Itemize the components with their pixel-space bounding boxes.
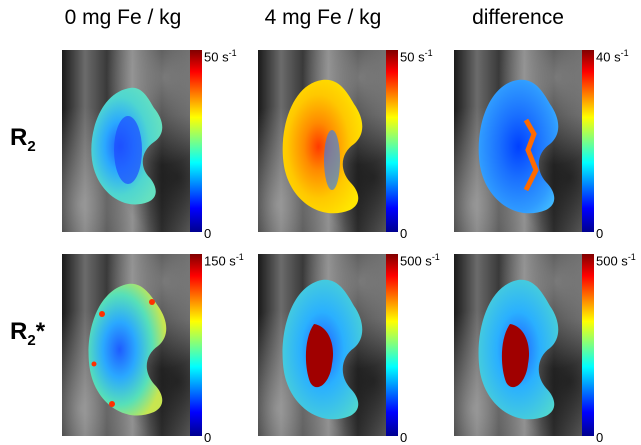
colorbar-r2-0mg — [190, 50, 202, 232]
kidney-map — [478, 279, 559, 420]
colorbar-r2-4mg — [386, 50, 398, 232]
colorbar-r2-difference — [582, 50, 594, 232]
colorbar-min-label: 0 — [596, 226, 604, 241]
mri-panel-r2-difference — [454, 50, 582, 232]
colorbar-min-label: 0 — [400, 430, 408, 445]
colorbar-min-label: 0 — [204, 226, 212, 241]
colorbar-r2star-0mg — [190, 254, 202, 436]
colorbar-max-label: 40 s-1 — [596, 48, 629, 65]
colorbar-min-label: 0 — [596, 430, 604, 445]
mri-panel-r2-4mg — [258, 50, 386, 232]
kidney-map — [478, 79, 559, 214]
column-header-difference: difference — [472, 6, 564, 29]
row-label-r2-star: R2* — [10, 318, 46, 349]
colorbar-r2star-difference — [582, 254, 594, 436]
kidney-map — [88, 283, 167, 416]
column-header-0mg: 0 mg Fe / kg — [64, 6, 182, 29]
kidney-map — [91, 87, 163, 205]
colorbar-min-label: 0 — [204, 430, 212, 445]
kidney-map — [282, 79, 363, 214]
mri-panel-r2star-0mg — [62, 254, 190, 436]
colorbar-max-label: 150 s-1 — [204, 252, 244, 269]
mri-panel-r2star-4mg — [258, 254, 386, 436]
colorbar-max-label: 500 s-1 — [400, 252, 440, 269]
colorbar-max-label: 50 s-1 — [204, 48, 237, 65]
colorbar-min-label: 0 — [400, 226, 408, 241]
mri-panel-r2-0mg — [62, 50, 190, 232]
mri-panel-r2star-difference — [454, 254, 582, 436]
colorbar-r2star-4mg — [386, 254, 398, 436]
row-label-r2: R2 — [10, 124, 36, 155]
colorbar-max-label: 500 s-1 — [596, 252, 636, 269]
colorbar-max-label: 50 s-1 — [400, 48, 433, 65]
column-header-4mg: 4 mg Fe / kg — [264, 6, 382, 29]
kidney-map — [282, 279, 363, 420]
